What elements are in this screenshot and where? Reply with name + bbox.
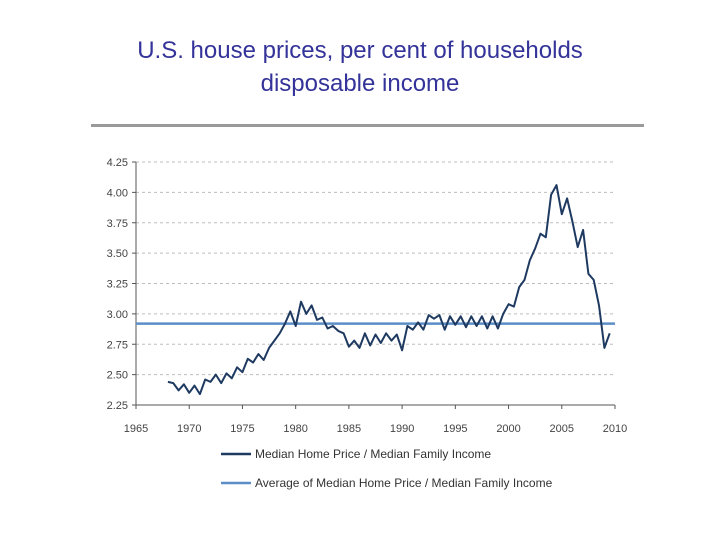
title-divider xyxy=(91,124,644,127)
y-tick-label: 3.50 xyxy=(107,248,128,260)
slide-title: U.S. house prices, per cent of household… xyxy=(40,34,680,100)
y-tick-label: 2.25 xyxy=(107,400,128,412)
y-tick-label: 3.00 xyxy=(107,309,128,321)
y-tick-label: 2.75 xyxy=(107,339,128,351)
x-tick-label: 1970 xyxy=(177,423,201,435)
x-tick-label: 1985 xyxy=(337,423,361,435)
legend-item-average-label: Average of Median Home Price / Median Fa… xyxy=(255,476,553,490)
slide-title-line-1: U.S. house prices, per cent of household… xyxy=(137,37,583,64)
y-tick-label: 3.75 xyxy=(107,218,128,230)
y-tick-label: 4.25 xyxy=(107,157,128,169)
x-tick-label: 2000 xyxy=(496,423,520,435)
x-tick-label: 2010 xyxy=(603,423,627,435)
legend-item-median-ratio-label: Median Home Price / Median Family Income xyxy=(255,447,491,461)
x-tick-label: 1980 xyxy=(283,423,307,435)
y-tick-label: 4.00 xyxy=(107,187,128,199)
x-tick-label: 1995 xyxy=(443,423,467,435)
x-tick-label: 1990 xyxy=(390,423,414,435)
y-tick-label: 2.50 xyxy=(107,370,128,382)
x-tick-label: 2005 xyxy=(550,423,574,435)
x-tick-label: 1965 xyxy=(124,423,148,435)
x-tick-label: 1975 xyxy=(230,423,254,435)
slide-title-line-2: disposable income xyxy=(260,70,460,97)
y-tick-label: 3.25 xyxy=(107,279,128,291)
series-line-median-ratio xyxy=(167,184,611,396)
